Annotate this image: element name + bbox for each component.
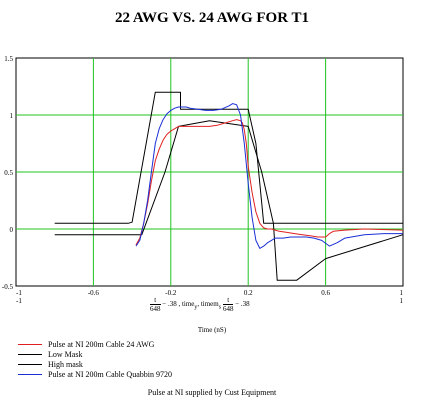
x-range-max-label: 1: [400, 297, 404, 305]
grid: [16, 58, 403, 286]
x-tick-label: -1: [16, 289, 22, 297]
series-line-4: [135, 103, 403, 249]
x-expr-frac-top: t: [150, 296, 161, 305]
x-range-min-label: -1: [16, 297, 22, 305]
y-tick-label: -0.5: [2, 283, 14, 291]
x-tick-label: 1: [400, 289, 404, 297]
y-tick-label: 1.5: [4, 55, 13, 63]
x-expr-frac-bot: 648: [150, 305, 161, 313]
x-tick-label: 0.2: [244, 289, 253, 297]
x-expr-mid2: , timem: [197, 300, 219, 309]
x-expr-tail: − .38: [235, 300, 250, 309]
y-tick-label: 1: [10, 112, 14, 120]
tick-labels: 1.5 1 0.5 0 -0.5-1 -0.6 -0.2 0.2 0.6 1 -1 1: [2, 55, 404, 305]
legend-item: High mask: [18, 359, 172, 369]
series-line-2: [54, 120, 404, 281]
legend-label: High mask: [48, 359, 83, 369]
legend-label: Pulse at NI 200m Cable Quabbin 9720: [48, 369, 172, 379]
x-tick-label: -0.2: [165, 289, 177, 297]
legend-label: Pulse at NI 200m Cable 24 AWG: [48, 339, 155, 349]
x-axis-label: Time (nS): [197, 326, 227, 334]
legend-swatch: [18, 343, 42, 345]
legend-item: Low Mask: [18, 349, 172, 359]
series-line-1: [135, 119, 404, 246]
x-expr-frac-bot-2: 648: [222, 305, 234, 313]
y-tick-label: 0.5: [4, 169, 13, 177]
legend-item: Pulse at NI 200m Cable Quabbin 9720: [18, 369, 172, 379]
legend-swatch: [18, 363, 42, 365]
legend-swatch: [18, 353, 42, 355]
x-expr-frac-top-2: t: [222, 296, 234, 305]
legend-swatch: [18, 373, 42, 375]
x-axis-expression: t 648 − .38 , timey, timems t 648 − .38: [150, 296, 250, 313]
legend-label: Low Mask: [48, 349, 83, 359]
caption: Pulse at NI supplied by Cust Equipment: [147, 388, 277, 397]
legend: Pulse at NI 200m Cable 24 AWG Low Mask H…: [18, 339, 172, 379]
y-tick-label: 0: [10, 226, 14, 234]
x-tick-label: 0.6: [321, 289, 330, 297]
x-tick-label: -0.6: [88, 289, 100, 297]
x-expr-sub: y: [194, 304, 198, 311]
x-expr-sub2: s: [218, 304, 221, 311]
series-layer: [54, 91, 404, 281]
chart-title: 22 AWG VS. 24 AWG FOR T1: [114, 10, 310, 26]
legend-item: Pulse at NI 200m Cable 24 AWG: [18, 339, 172, 349]
x-expr-mid: − .38 , time: [162, 300, 195, 309]
